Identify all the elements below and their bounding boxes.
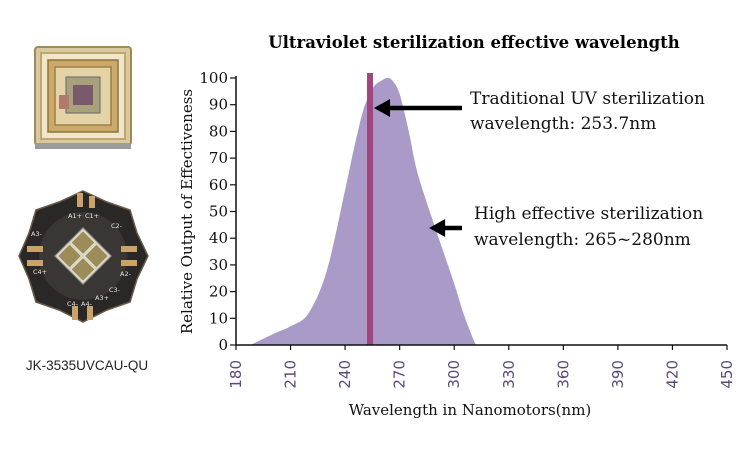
x-tick-label: 390	[609, 360, 627, 389]
annotation-line: Traditional UV sterilization	[470, 89, 705, 109]
x-tick-label: 210	[282, 360, 300, 389]
annotation-arrowhead	[374, 99, 391, 117]
y-tick-label: 90	[209, 96, 228, 114]
uv-led-chip-image	[34, 46, 132, 149]
y-tick-label: 80	[209, 122, 228, 140]
pad-label: A1+	[68, 212, 82, 220]
x-tick-label: 300	[445, 360, 463, 389]
pad-label: A4-	[81, 300, 93, 308]
x-tick-label: 270	[391, 360, 409, 389]
y-tick-label: 20	[209, 283, 228, 301]
product-panel: A1+ C1+ C2- A2- C3- A3+ C4- A4- C4+ A3- …	[0, 0, 170, 450]
x-tick-label: 450	[718, 360, 736, 389]
y-tick-label: 30	[209, 256, 228, 274]
y-tick-label: 40	[209, 229, 228, 247]
pad-label: C1+	[85, 212, 99, 220]
annotation-line: High effective sterilization	[474, 204, 703, 224]
annotation-line: wavelength: 253.7nm	[470, 114, 656, 134]
chart-title: Ultraviolet sterilization effective wave…	[268, 33, 679, 52]
y-tick-label: 100	[199, 69, 228, 87]
pad-label: C4-	[67, 300, 79, 308]
y-tick-label: 50	[209, 203, 228, 221]
x-axis-label: Wavelength in Nanomotors(nm)	[349, 401, 592, 419]
pad-label: C4+	[33, 268, 47, 276]
effectiveness-area	[250, 78, 477, 345]
pad-label: A3-	[31, 230, 43, 238]
annotation-line: wavelength: 265~280nm	[474, 230, 691, 250]
y-tick-label: 60	[209, 176, 228, 194]
x-tick-label: 180	[227, 360, 245, 389]
annotation-arrowhead	[429, 219, 446, 237]
x-tick-label: 420	[663, 360, 681, 389]
x-tick-label: 240	[336, 360, 354, 389]
pad-label: A2-	[120, 270, 132, 278]
x-tick-label: 330	[500, 360, 518, 389]
y-tick-label: 10	[209, 309, 228, 327]
pad-label: C2-	[111, 222, 123, 230]
y-axis-label: Relative Output of Effectiveness	[178, 89, 196, 334]
pad-label: C3-	[109, 286, 121, 294]
product-model-caption: JK-3535UVCAU-QU	[25, 358, 149, 373]
pad-label: A3+	[95, 294, 109, 302]
y-tick-label: 70	[209, 149, 228, 167]
y-tick-label: 0	[218, 336, 228, 354]
annotation-high-effective: High effective sterilization wavelength:…	[474, 204, 703, 250]
annotation-traditional: Traditional UV sterilization wavelength:…	[470, 89, 705, 134]
x-tick-label: 360	[554, 360, 572, 389]
uv-led-star-board-image: A1+ C1+ C2- A2- C3- A3+ C4- A4- C4+ A3-	[18, 190, 149, 323]
